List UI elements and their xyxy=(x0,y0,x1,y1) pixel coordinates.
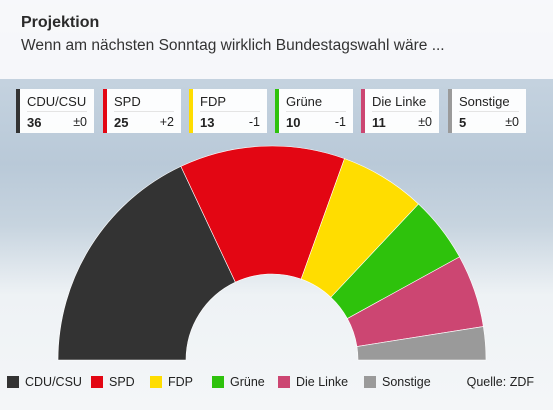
legend-label: Die Linke xyxy=(296,375,349,389)
legend-swatch xyxy=(278,376,290,388)
divider xyxy=(27,111,87,112)
party-box-spd: SPD 25 +2 xyxy=(103,89,181,133)
legend-item-cdu: CDU/CSU xyxy=(7,375,82,389)
party-box-gruene: Grüne 10 -1 xyxy=(275,89,353,133)
legend-swatch xyxy=(212,376,224,388)
party-change: ±0 xyxy=(418,115,432,129)
party-value: 25 xyxy=(114,115,129,130)
slice-spd xyxy=(180,145,345,283)
legend-item-sonstige: Sonstige xyxy=(364,375,431,389)
divider xyxy=(200,111,260,112)
legend-label: SPD xyxy=(109,375,135,389)
party-name: Die Linke xyxy=(372,94,427,109)
legend-swatch xyxy=(91,376,103,388)
legend-label: FDP xyxy=(168,375,193,389)
legend-item-linke: Die Linke xyxy=(278,375,348,389)
legend-label: CDU/CSU xyxy=(25,375,82,389)
legend-label: Grüne xyxy=(230,375,265,389)
party-result-boxes: CDU/CSU 36 ±0 SPD 25 +2 FDP 13 -1 Grüne … xyxy=(16,89,536,133)
party-value: 10 xyxy=(286,115,301,130)
divider xyxy=(459,111,519,112)
legend-item-gruene: Grüne xyxy=(212,375,265,389)
party-change: -1 xyxy=(248,115,260,129)
header-panel: Projektion Wenn am nächsten Sonntag wirk… xyxy=(0,0,553,79)
party-name: SPD xyxy=(114,94,141,109)
divider xyxy=(372,111,432,112)
legend-item-fdp: FDP xyxy=(150,375,193,389)
party-value: 36 xyxy=(27,115,42,130)
party-box-linke: Die Linke 11 ±0 xyxy=(361,89,439,133)
chart-subtitle: Wenn am nächsten Sonntag wirklich Bundes… xyxy=(21,37,445,54)
party-box-sonstige: Sonstige 5 ±0 xyxy=(448,89,526,133)
legend-item-spd: SPD xyxy=(91,375,135,389)
party-name: Grüne xyxy=(286,94,323,109)
legend-label: Sonstige xyxy=(382,375,431,389)
party-name: FDP xyxy=(200,94,226,109)
party-box-cdu: CDU/CSU 36 ±0 xyxy=(16,89,94,133)
slice-sonstige xyxy=(356,326,487,361)
legend-swatch xyxy=(364,376,376,388)
party-name: CDU/CSU xyxy=(27,94,87,109)
divider xyxy=(114,111,174,112)
party-change: -1 xyxy=(334,115,346,129)
slice-cdu-csu xyxy=(57,165,236,361)
legend-swatch xyxy=(150,376,162,388)
party-change: ±0 xyxy=(505,115,519,129)
party-change: +2 xyxy=(159,115,174,129)
party-value: 13 xyxy=(200,115,215,130)
source-note: Quelle: ZDF xyxy=(466,375,534,389)
chart-title: Projektion xyxy=(21,14,100,31)
party-box-fdp: FDP 13 -1 xyxy=(189,89,267,133)
divider xyxy=(286,111,346,112)
party-change: ±0 xyxy=(73,115,87,129)
party-value: 11 xyxy=(372,115,386,130)
party-value: 5 xyxy=(459,115,467,130)
legend: CDU/CSU SPD FDP Grüne Die Linke Sonstige xyxy=(7,375,547,393)
legend-swatch xyxy=(7,376,19,388)
party-name: Sonstige xyxy=(459,94,510,109)
